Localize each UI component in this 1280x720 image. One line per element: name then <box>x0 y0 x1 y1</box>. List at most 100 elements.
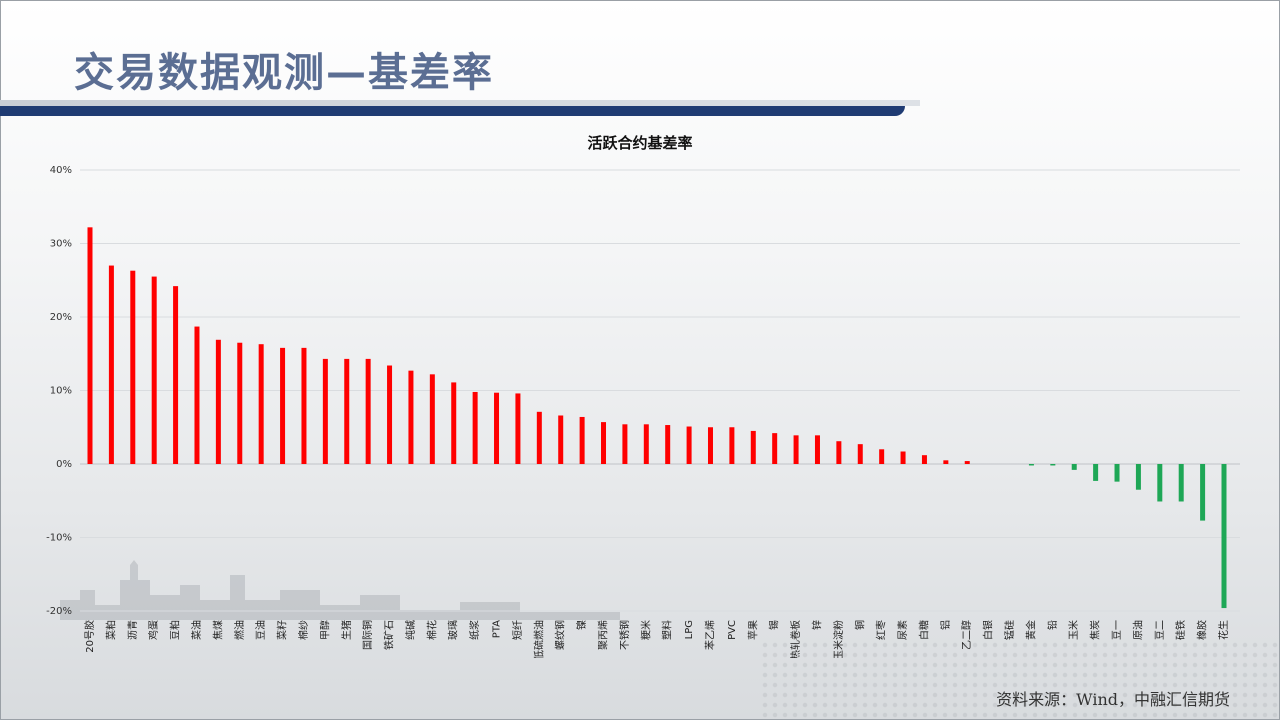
x-tick-label: 玻璃 <box>447 620 460 640</box>
x-tick-label: 铁矿石 <box>383 620 396 650</box>
bar <box>301 347 307 464</box>
city-skyline-decoration <box>60 560 620 620</box>
x-tick-label: 豆二 <box>1154 620 1166 640</box>
x-tick-label: 苹果 <box>746 620 759 640</box>
chart-title: 活跃合约基差率 <box>587 134 692 152</box>
bar <box>515 393 521 464</box>
x-tick-label: PTA <box>492 620 503 638</box>
bar <box>900 451 906 464</box>
bar <box>643 424 649 464</box>
x-tick-label: 锡 <box>768 620 781 630</box>
x-tick-label: 国际铜 <box>362 620 374 650</box>
bar <box>280 347 286 464</box>
x-tick-label: 红枣 <box>875 620 888 640</box>
bar <box>1093 464 1099 481</box>
bar <box>558 415 564 464</box>
bar <box>344 358 350 464</box>
bar <box>429 374 435 464</box>
bar <box>601 422 607 464</box>
bar <box>729 427 735 464</box>
bar <box>365 358 371 464</box>
bar <box>130 270 136 464</box>
x-tick-label: 纸浆 <box>468 620 481 640</box>
footer-dot-pattern <box>760 640 1280 720</box>
x-tick-label: 铅 <box>1046 620 1059 630</box>
x-tick-label: 豆油 <box>254 620 267 640</box>
bar <box>536 411 542 464</box>
x-tick-label: 燃油 <box>233 620 246 640</box>
x-tick-label: 橡胶 <box>1196 620 1209 640</box>
x-tick-label: PVC <box>727 620 738 640</box>
bar <box>151 276 157 464</box>
y-tick-label: 40% <box>50 165 72 176</box>
x-tick-label: 短纤 <box>511 620 524 640</box>
x-tick-label: 豆粕 <box>169 620 182 640</box>
x-tick-label: 镍 <box>575 620 588 630</box>
x-tick-label: 硅铁 <box>1174 620 1187 640</box>
x-tick-label: 沥青 <box>126 620 139 640</box>
x-tick-label: 菜油 <box>190 620 203 640</box>
x-tick-label: 花生 <box>1217 620 1230 640</box>
x-tick-label: 甲醇 <box>318 620 331 640</box>
x-tick-label: 20号胶 <box>83 620 96 653</box>
x-tick-label: 黄金 <box>1024 620 1037 640</box>
bar <box>472 391 478 464</box>
bar <box>258 344 264 464</box>
x-tick-label: 塑料 <box>661 620 674 640</box>
x-tick-label: 乙二醇 <box>960 620 973 650</box>
x-tick-label: 棉花 <box>425 620 438 640</box>
y-tick-label: 0% <box>56 459 72 470</box>
bar <box>1200 464 1206 521</box>
x-tick-label: 生猪 <box>340 620 353 640</box>
x-tick-label: 菜籽 <box>277 620 289 640</box>
x-tick-label: 聚丙烯 <box>597 620 610 650</box>
bar <box>665 425 671 464</box>
x-tick-label: 不锈钢 <box>618 620 631 650</box>
bar <box>1221 464 1227 609</box>
bar <box>237 342 243 464</box>
bar <box>707 427 713 464</box>
bar <box>451 382 457 464</box>
bar <box>1178 464 1184 502</box>
bar <box>857 444 863 464</box>
x-tick-label: 铝 <box>940 620 952 630</box>
bar <box>921 455 927 464</box>
bar <box>1071 464 1077 470</box>
bar <box>622 424 628 464</box>
title-underline-light <box>0 100 920 106</box>
bars <box>87 227 1227 609</box>
y-axis-tick-labels: 40% 30% 20% 10% 0% -10% -20% <box>46 165 72 617</box>
x-tick-label: 热轧卷板 <box>789 620 802 658</box>
y-tick-label: -10% <box>46 533 72 544</box>
bar <box>1157 464 1163 502</box>
bar <box>387 365 393 464</box>
y-tick-label: -20% <box>46 606 72 617</box>
bar <box>1114 464 1120 482</box>
x-tick-label: 焦炭 <box>1089 620 1102 640</box>
y-tick-label: 30% <box>50 239 72 250</box>
bar <box>686 426 692 464</box>
y-tick-label: 20% <box>50 312 72 323</box>
y-tick-label: 10% <box>50 386 72 397</box>
x-tick-label: 焦煤 <box>211 620 224 640</box>
x-tick-label: 尿素 <box>896 620 909 640</box>
bar <box>772 433 778 464</box>
x-tick-label: 纯碱 <box>404 620 417 640</box>
x-tick-label: 低硫燃油 <box>532 620 545 658</box>
x-tick-label: 豆一 <box>1111 620 1123 640</box>
x-tick-label: 鸡蛋 <box>147 620 160 640</box>
x-tick-label: 白银 <box>982 620 995 640</box>
bar <box>87 227 93 464</box>
x-axis-category-labels: 20号胶 菜粕 沥青 鸡蛋 豆粕 菜油 焦煤 燃油 豆油 菜籽 棉纱 甲醇 生猪 国际铜 铁矿石 纯碱 棉花 玻璃… <box>83 620 1230 658</box>
x-tick-label: 粳米 <box>639 620 652 640</box>
bar <box>173 286 179 464</box>
bar <box>814 435 820 464</box>
x-tick-label: 菜粕 <box>104 620 117 640</box>
x-tick-label: 螺纹钢 <box>554 620 567 650</box>
x-tick-label: 玉米 <box>1067 620 1080 640</box>
bar <box>836 441 842 464</box>
bar <box>943 460 949 464</box>
x-tick-label: 铜 <box>854 620 866 630</box>
bar <box>494 392 500 464</box>
bar <box>322 358 328 464</box>
